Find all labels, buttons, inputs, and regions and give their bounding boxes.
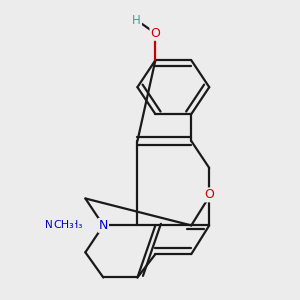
Text: H: H	[132, 14, 141, 27]
Text: O: O	[204, 188, 214, 201]
Text: CH₃: CH₃	[53, 220, 74, 230]
Text: O: O	[150, 27, 160, 40]
Text: N: N	[99, 219, 108, 232]
Text: N—CH₃: N—CH₃	[45, 220, 82, 230]
